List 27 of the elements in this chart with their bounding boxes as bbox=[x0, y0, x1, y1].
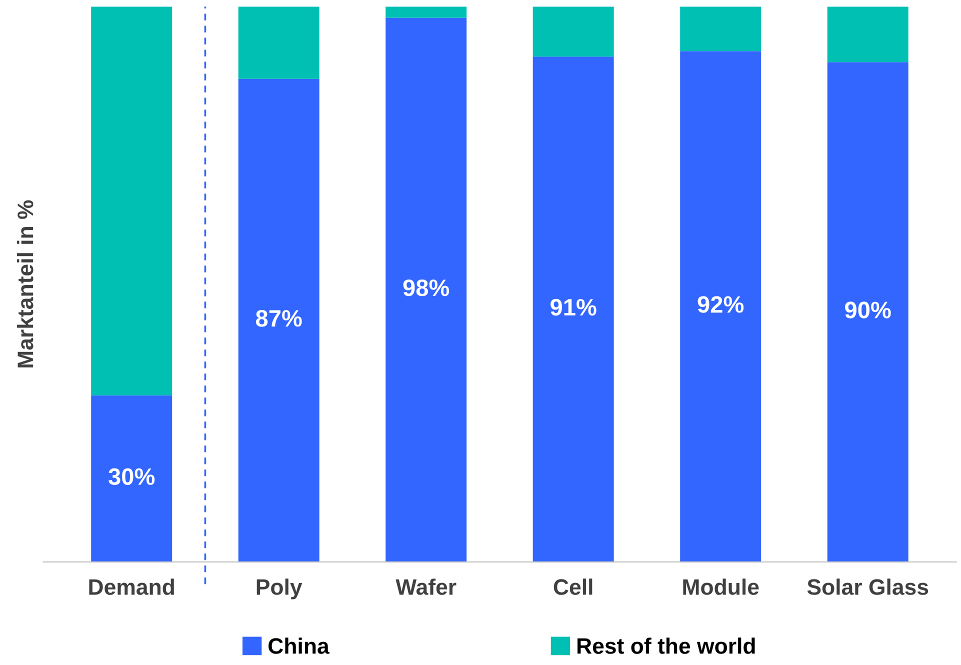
x-tick-label: Cell bbox=[554, 578, 592, 595]
x-tick-label: Wafer bbox=[396, 578, 456, 595]
bar bbox=[680, 6, 762, 52]
bar bbox=[238, 6, 320, 79]
legend-label: Rest of the world bbox=[578, 638, 755, 654]
bar bbox=[91, 6, 172, 396]
bar bbox=[532, 6, 614, 57]
bar bbox=[91, 395, 172, 562]
bar bbox=[827, 6, 908, 62]
x-tick-label: Poly bbox=[256, 578, 302, 600]
data-label: 91% bbox=[550, 298, 596, 316]
bar bbox=[827, 62, 908, 562]
x-tick-label: Solar Glass bbox=[807, 578, 928, 595]
x-tick-label: Module bbox=[683, 578, 759, 595]
data-label: 98% bbox=[403, 279, 450, 296]
data-label: 90% bbox=[845, 302, 891, 318]
y-axis-title: Marktanteil in % bbox=[16, 200, 34, 368]
bar bbox=[238, 78, 320, 562]
legend-label: China bbox=[268, 638, 330, 654]
data-label: 30% bbox=[108, 468, 155, 486]
data-label: 87% bbox=[256, 310, 302, 327]
bar bbox=[532, 56, 614, 562]
bar bbox=[680, 51, 762, 562]
bar bbox=[386, 6, 467, 18]
bar bbox=[386, 18, 467, 562]
data-label: 92% bbox=[698, 296, 744, 313]
x-tick-label: Demand bbox=[89, 578, 174, 595]
